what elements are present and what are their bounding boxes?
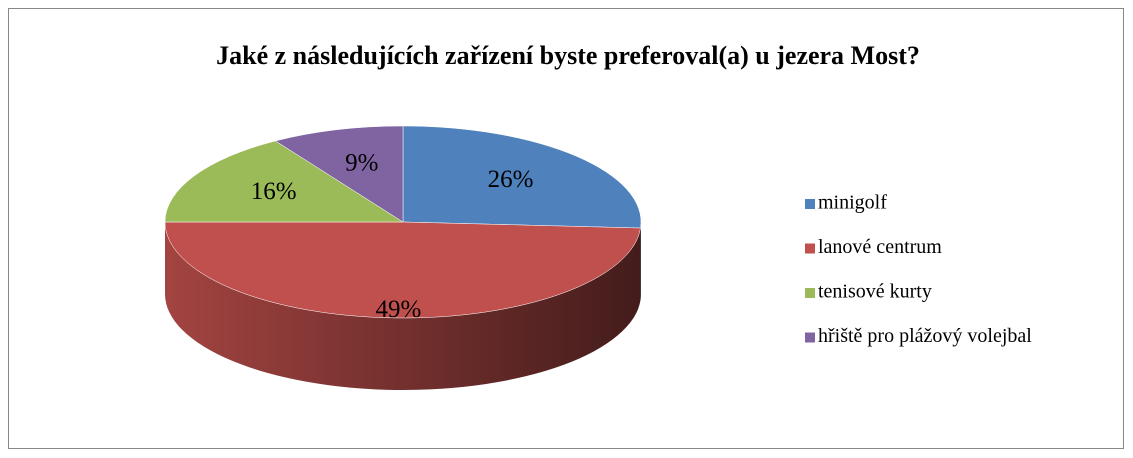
legend-label: hřiště pro plážový volejbal (818, 325, 1032, 347)
legend-swatch (805, 332, 815, 343)
pie-slice (402, 125, 642, 229)
pie-slice (164, 221, 641, 319)
data-label: 49% (375, 296, 421, 323)
legend-label: tenisové kurty (818, 281, 932, 303)
legend-label: lanové centrum (818, 236, 942, 258)
pie-slice (274, 125, 404, 223)
data-label: 9% (345, 150, 378, 177)
data-label: 26% (488, 166, 534, 193)
legend-swatch (805, 288, 815, 298)
pie-side (165, 222, 641, 390)
pie-slice (164, 140, 404, 223)
legend-swatch (805, 243, 815, 254)
data-label: 16% (251, 178, 297, 205)
legend-swatch (805, 199, 815, 209)
chart-title: Jaké z následujících zařízení byste pref… (216, 41, 920, 70)
legend-label: minigolf (818, 192, 887, 214)
